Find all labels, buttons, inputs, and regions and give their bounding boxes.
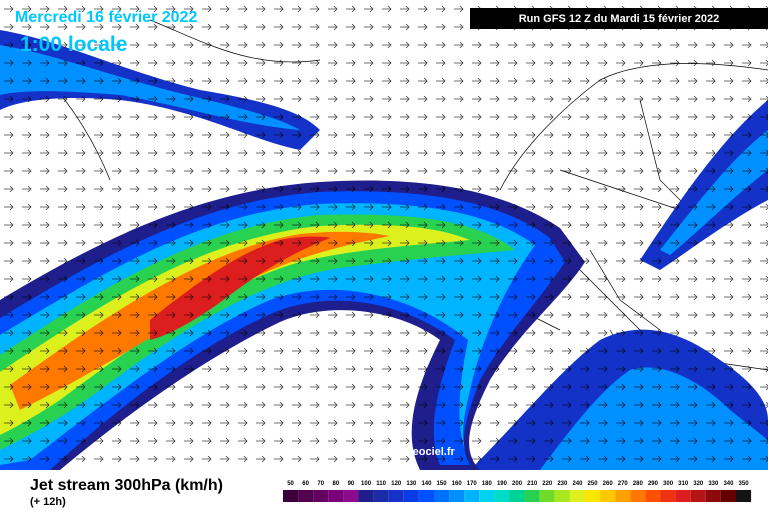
legend-label: 200 <box>512 481 523 487</box>
legend-swatch <box>283 490 299 502</box>
legend-label: 130 <box>406 481 417 487</box>
legend-swatch <box>328 490 344 502</box>
date: Mercredi 16 février 2022 <box>15 9 197 26</box>
legend-label: 110 <box>376 481 386 487</box>
legend-swatch <box>343 490 359 502</box>
legend-swatch <box>630 490 646 502</box>
footer-title: Jet stream 300hPa (km/h) <box>30 477 223 494</box>
legend-swatch <box>554 490 570 502</box>
legend-label: 340 <box>723 481 734 487</box>
legend-swatch <box>358 490 374 502</box>
color-legend: 50 60 70 80 90 100 110 120 130 140 150 160 170 180 190… <box>283 481 752 502</box>
legend-swatch <box>298 490 314 502</box>
legend-label: 310 <box>678 481 689 487</box>
legend-swatch <box>418 490 434 502</box>
legend-swatch <box>403 490 419 502</box>
legend-swatch <box>509 490 525 502</box>
legend-label: 280 <box>633 481 644 487</box>
legend-swatch <box>464 490 480 502</box>
legend-swatch <box>539 490 555 502</box>
legend-swatch <box>660 490 676 502</box>
legend-label: 80 <box>333 481 340 487</box>
legend-label: 50 <box>287 481 294 487</box>
legend-swatch <box>569 490 585 502</box>
legend-label: 290 <box>648 481 659 487</box>
legend-label: 300 <box>663 481 674 487</box>
copyright: Copyright © 2022 Meteociel.fr <box>300 446 456 458</box>
legend-swatch <box>449 490 465 502</box>
legend-label: 150 <box>437 481 448 487</box>
time: 1:00 locale <box>20 33 127 56</box>
legend-swatch <box>524 490 540 502</box>
legend-swatch <box>494 490 510 502</box>
legend-label: 320 <box>693 481 704 487</box>
legend-swatch <box>479 490 495 502</box>
legend-swatch <box>690 490 706 502</box>
legend-swatch <box>645 490 661 502</box>
legend-label: 330 <box>708 481 719 487</box>
legend-label: 260 <box>603 481 614 487</box>
legend-label: 120 <box>391 481 402 487</box>
legend-label: 230 <box>557 481 568 487</box>
legend-swatch <box>388 490 404 502</box>
legend-label: 170 <box>467 481 478 487</box>
legend-swatch <box>675 490 691 502</box>
footer-lead: (+ 12h) <box>30 496 66 508</box>
run-label: Run GFS 12 Z du Mardi 15 février 2022 <box>519 13 720 25</box>
legend-swatch <box>705 490 721 502</box>
legend-swatch <box>373 490 389 502</box>
legend-swatch <box>585 490 601 502</box>
legend-label: 100 <box>361 481 372 487</box>
jet-stream-field <box>0 0 768 471</box>
legend-swatch <box>615 490 631 502</box>
legend-label: 250 <box>588 481 599 487</box>
legend-label: 220 <box>542 481 553 487</box>
legend-label: 350 <box>739 481 750 487</box>
legend-label: 140 <box>421 481 432 487</box>
legend-swatch <box>736 490 752 502</box>
legend-label: 90 <box>348 481 355 487</box>
legend-label: 70 <box>317 481 324 487</box>
legend-label: 160 <box>452 481 463 487</box>
run-box <box>470 8 768 29</box>
legend-swatch <box>600 490 616 502</box>
legend-label: 270 <box>618 481 629 487</box>
legend-label: 190 <box>497 481 508 487</box>
legend-label: 180 <box>482 481 493 487</box>
legend-label: 60 <box>302 481 309 487</box>
legend-label: 240 <box>572 481 583 487</box>
legend-swatch <box>720 490 736 502</box>
legend-swatch <box>434 490 450 502</box>
legend-swatch <box>313 490 329 502</box>
legend-label: 210 <box>527 481 538 487</box>
